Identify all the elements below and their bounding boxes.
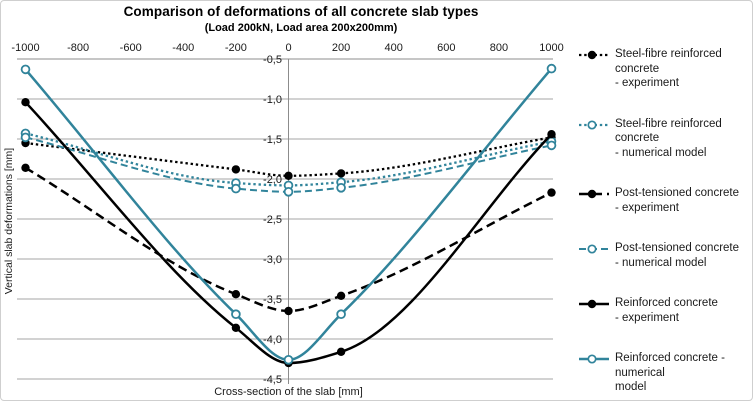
data-point-marker — [336, 347, 346, 356]
data-point-marker — [284, 171, 293, 180]
y-tick-label: -4,5 — [263, 374, 282, 386]
legend-marker-icon — [579, 244, 609, 254]
data-point-marker — [21, 98, 30, 107]
data-point-marker — [231, 309, 241, 320]
x-tick-label: 0 — [285, 42, 291, 54]
y-tick-label: -0,5 — [263, 54, 282, 66]
y-tick-label: -3,5 — [263, 294, 282, 306]
data-point-marker — [20, 132, 31, 143]
legend-item-3: Post-tensioned concrete - numerical model — [578, 241, 750, 270]
legend-label: Post-tensioned concrete - experiment — [615, 187, 740, 214]
legend-marker-icon — [579, 189, 609, 199]
legend-marker-icon — [579, 50, 609, 60]
data-point-marker — [231, 323, 241, 332]
data-point-marker — [283, 187, 294, 197]
x-tick-label: 1000 — [539, 42, 563, 54]
y-tick-label: -3,0 — [263, 254, 282, 266]
legend-label: Reinforced concrete - experiment — [615, 297, 718, 324]
data-point-marker — [336, 183, 346, 193]
legend-item-4: Reinforced concrete - experiment — [578, 296, 750, 325]
legend-item-2: Post-tensioned concrete - experiment — [578, 186, 750, 215]
chart-subtitle: (Load 200kN, Load area 200x200mm) — [204, 22, 398, 34]
x-tick-label: 800 — [490, 42, 508, 54]
legend-item-5: Reinforced concrete - numerical model — [578, 351, 750, 395]
legend-label: Post-tensioned concrete - numerical model — [615, 242, 740, 269]
data-point-marker — [547, 188, 556, 197]
data-point-marker — [546, 140, 557, 151]
legend-marker-icon — [579, 299, 609, 309]
chart-title: Comparison of deformations of all concre… — [123, 4, 479, 19]
data-point-marker — [336, 291, 346, 300]
data-point-marker — [546, 63, 557, 74]
legend-item-0: Steel-fibre reinforced concrete - experim… — [578, 47, 750, 91]
data-point-marker — [20, 64, 31, 75]
data-point-marker — [231, 183, 241, 194]
x-tick-label: -1000 — [11, 42, 39, 54]
data-point-marker — [283, 354, 294, 365]
data-point-marker — [336, 169, 346, 178]
legend-label: Reinforced concrete - numerical model — [615, 352, 725, 393]
legend-label: Steel-fibre reinforced concrete - experim… — [615, 48, 722, 89]
data-point-marker — [231, 290, 241, 299]
y-tick-label: -1,5 — [263, 134, 282, 146]
legend-item-1: Steel-fibre reinforced concrete - numeric… — [578, 117, 750, 161]
y-tick-label: -2,0 — [263, 174, 282, 186]
data-point-marker — [336, 309, 346, 320]
x-tick-label: 200 — [332, 42, 350, 54]
x-axis-title: Cross-section of the slab [mm] — [214, 386, 363, 398]
data-point-marker — [21, 163, 30, 172]
x-tick-label: 600 — [437, 42, 455, 54]
x-tick-label: -800 — [67, 42, 89, 54]
y-tick-label: -2,5 — [263, 214, 282, 226]
x-tick-label: -600 — [120, 42, 142, 54]
series-line-0 — [25, 136, 552, 177]
legend-marker-icon — [579, 119, 609, 130]
legend-marker-icon — [579, 354, 609, 364]
data-point-marker — [231, 165, 241, 174]
x-tick-label: -200 — [225, 42, 247, 54]
x-tick-label: -400 — [172, 42, 194, 54]
legend: Steel-fibre reinforced concrete - experim… — [578, 47, 750, 400]
y-tick-label: -4,0 — [263, 334, 282, 346]
y-tick-label: -1,0 — [263, 94, 282, 106]
x-tick-label: 400 — [385, 42, 403, 54]
data-point-marker — [284, 306, 293, 316]
series-line-1 — [25, 132, 552, 187]
data-point-marker — [547, 130, 556, 139]
legend-label: Steel-fibre reinforced concrete - numeric… — [615, 117, 722, 159]
